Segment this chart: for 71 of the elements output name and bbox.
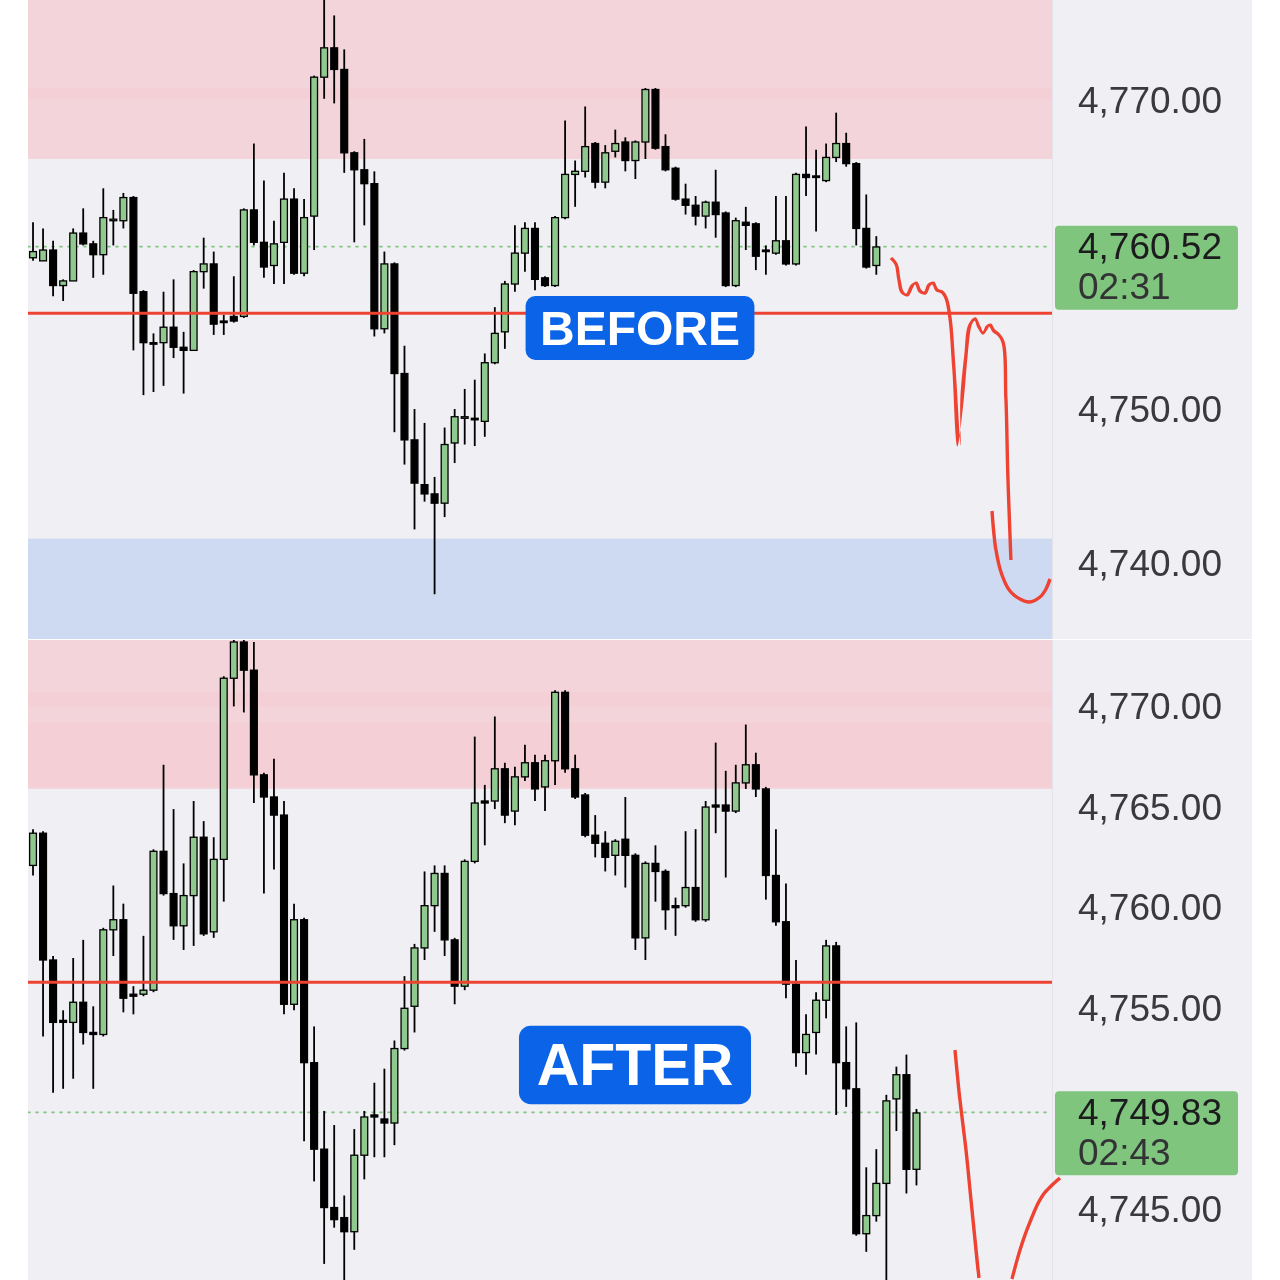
candlestick (199, 236, 208, 290)
candlestick (721, 769, 730, 879)
candlestick (862, 1166, 871, 1253)
candlestick (59, 278, 68, 302)
y-tick-label: 4,750.00 (1077, 388, 1223, 430)
candlestick (330, 1124, 339, 1229)
candlestick (370, 1081, 379, 1159)
candlestick (611, 838, 620, 877)
candlestick (420, 422, 429, 503)
candlestick (109, 884, 118, 957)
candlestick (741, 205, 750, 251)
candlestick (872, 235, 881, 276)
candlestick (59, 1009, 68, 1090)
candlestick (340, 1194, 349, 1280)
candlestick (842, 131, 851, 168)
candlestick (28, 221, 38, 262)
candlestick (621, 796, 630, 889)
candlestick (611, 128, 620, 159)
candlestick (89, 1005, 98, 1090)
candlestick (571, 159, 580, 208)
candlestick (259, 771, 268, 895)
annotation: AFTER (536, 1032, 734, 1098)
candlestick (269, 219, 279, 285)
candlestick (711, 168, 720, 239)
candlestick (169, 278, 178, 359)
candlestick (701, 199, 710, 230)
candlestick (520, 743, 529, 782)
candlestick (812, 148, 821, 233)
annotation: BEFORE (539, 301, 741, 355)
y-tick-label: 4,765.00 (1077, 786, 1223, 828)
candlestick (711, 741, 720, 835)
y-tick-label: 4,760.00 (1077, 887, 1223, 929)
candlestick (741, 723, 750, 790)
candlestick (119, 192, 128, 230)
candlestick (771, 195, 780, 256)
candlestick (460, 388, 469, 446)
candlestick (681, 830, 690, 909)
candlestick (781, 195, 791, 267)
candlestick (761, 244, 770, 276)
y-tick-label: 4,740.00 (1077, 542, 1223, 584)
candlestick (591, 814, 600, 859)
candlestick (219, 313, 228, 336)
candlestick (681, 182, 690, 216)
candlestick (229, 275, 238, 324)
candlestick (691, 195, 700, 227)
y-tick-label: 4,755.00 (1077, 987, 1223, 1029)
candlestick (330, 14, 339, 105)
candlestick (621, 136, 630, 173)
candlestick (480, 784, 489, 847)
candlestick (832, 111, 841, 163)
candlestick (360, 138, 369, 227)
candlestick (631, 139, 640, 180)
candlestick (89, 239, 98, 279)
candlestick (179, 330, 188, 395)
candlestick (801, 1013, 811, 1076)
ref-line-label: 4,760.52 02:31 (1078, 226, 1223, 308)
candlestick (601, 830, 610, 873)
candlestick (380, 1067, 389, 1159)
candlestick (801, 125, 811, 197)
candlestick (430, 476, 439, 596)
candlestick (269, 757, 279, 871)
candlestick (822, 142, 831, 184)
y-tick-label: 4,770.00 (1077, 79, 1223, 121)
candlestick (129, 985, 138, 1016)
candlestick (79, 207, 88, 247)
ref-line-label: 4,749.83 02:43 (1078, 1091, 1223, 1173)
candlestick (39, 227, 48, 262)
candlestick (69, 957, 78, 1080)
candlestick (350, 150, 359, 244)
y-tick-label: 4,770.00 (1077, 685, 1223, 727)
y-tick-label: 4,745.00 (1077, 1189, 1223, 1231)
